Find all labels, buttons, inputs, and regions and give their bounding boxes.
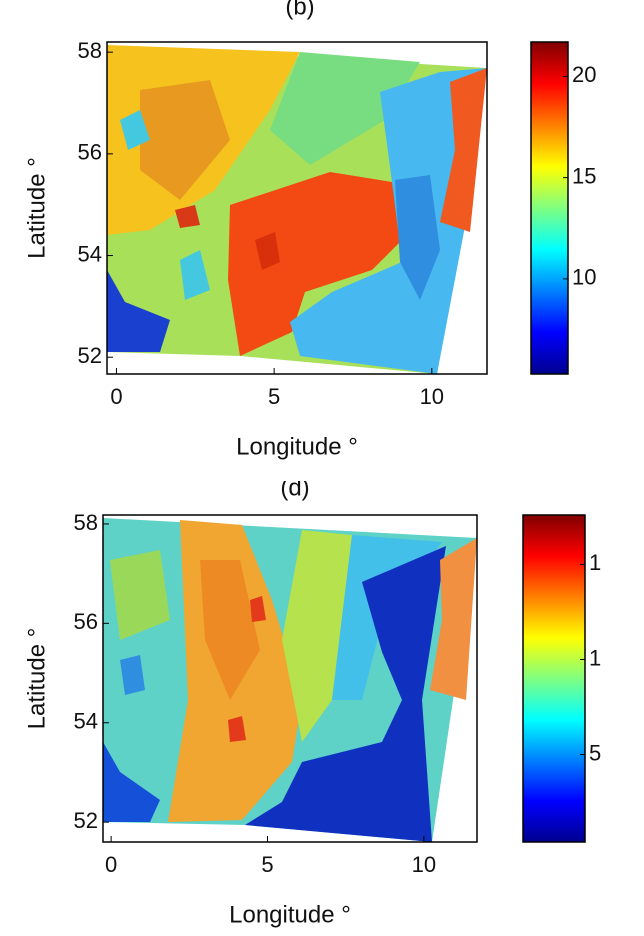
y-tick-label: 52 <box>78 343 102 368</box>
y-tick-label: 54 <box>74 709 98 734</box>
map-region <box>110 550 170 640</box>
map-region <box>228 172 402 356</box>
colorbar-ticks: 10 15 20 <box>563 62 596 290</box>
y-axis-label: Latitude ° <box>23 157 50 259</box>
colorbar-tick-label: 10 <box>572 265 596 290</box>
colorbar-tick-label: 15 <box>572 163 596 188</box>
colorbar-tick-label: 20 <box>572 62 596 87</box>
map-region <box>103 742 160 822</box>
colorbar <box>530 41 569 375</box>
map-region <box>290 68 487 374</box>
map-region <box>200 560 260 700</box>
map-region <box>140 80 230 200</box>
title-group: (b) <box>285 0 314 20</box>
x-tick-label: 10 <box>420 384 444 409</box>
map-region <box>120 110 150 150</box>
map-region <box>255 232 280 270</box>
axes-frame <box>106 41 488 375</box>
map-region <box>107 270 170 352</box>
colorbar-tick-label: 10 <box>589 645 613 670</box>
axes-frame <box>102 514 478 843</box>
map-region <box>228 716 246 742</box>
title-group: (d) <box>280 474 309 501</box>
map-region <box>430 538 477 700</box>
map-region <box>180 250 210 300</box>
x-tick-label: 5 <box>261 852 273 877</box>
x-tick-label: 5 <box>268 384 280 409</box>
y-tick-label: 58 <box>78 38 102 63</box>
y-tick-label: 52 <box>74 808 98 833</box>
colorbar <box>522 514 586 843</box>
map-region <box>270 52 420 165</box>
y-tick-label: 54 <box>78 241 102 266</box>
map-region <box>245 546 446 842</box>
map-region <box>282 530 352 742</box>
x-tick-label: 10 <box>412 852 436 877</box>
map-region <box>250 596 266 622</box>
y-tick-label: 56 <box>74 609 98 634</box>
panel-title: (d) <box>280 474 309 501</box>
y-tick-label: 56 <box>78 140 102 165</box>
x-axis-label: Longitude ° <box>229 901 351 928</box>
colorbar-ticks: 5 10 15 <box>580 550 613 765</box>
map-region <box>120 655 145 695</box>
y-axis-label: Latitude ° <box>23 628 50 730</box>
y-tick-label: 58 <box>74 510 98 535</box>
x-tick-label: 0 <box>110 384 122 409</box>
colorbar-tick-label: 15 <box>589 550 613 575</box>
map-region <box>395 175 440 300</box>
map-region <box>440 68 487 232</box>
colorbar-tick-label: 5 <box>589 740 601 765</box>
panel-title: (b) <box>285 0 314 20</box>
x-axis-label: Longitude ° <box>236 433 358 460</box>
map-region <box>175 205 200 228</box>
x-tick-label: 0 <box>105 852 117 877</box>
